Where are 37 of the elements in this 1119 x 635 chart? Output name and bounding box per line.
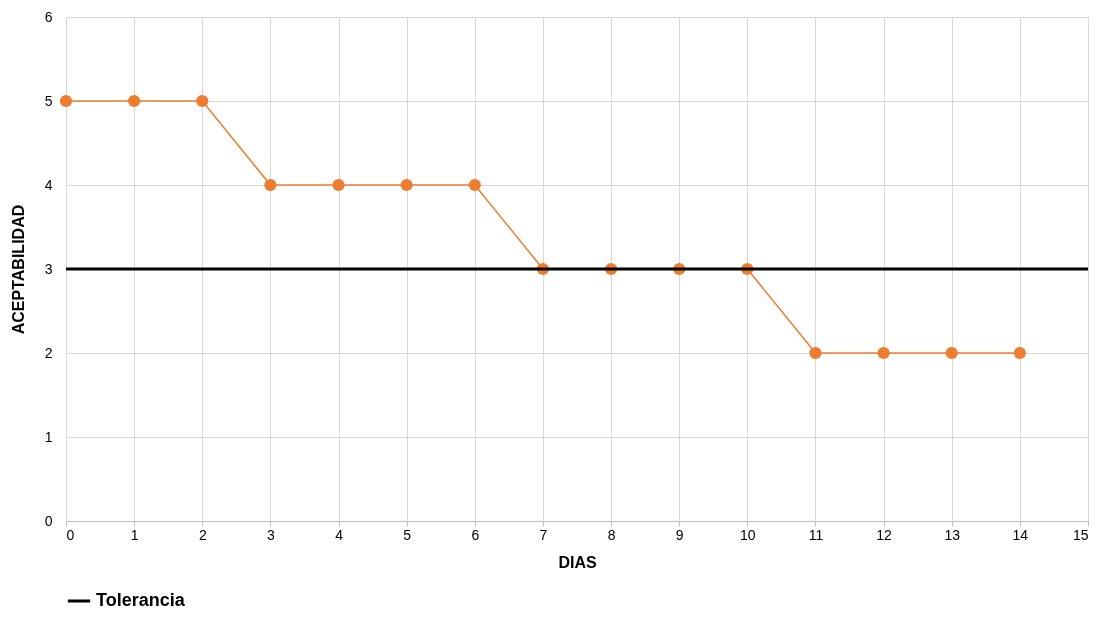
point (877, 346, 890, 360)
y-tick-label: 5 (44, 92, 53, 109)
point (196, 94, 209, 108)
x-tick-label: 1 (130, 526, 139, 543)
y-tick-label: 3 (44, 260, 53, 277)
x-tick-label: 2 (198, 526, 207, 543)
point (264, 178, 277, 192)
y-tick-label: 0 (44, 512, 53, 529)
y-tick-label: 6 (44, 8, 53, 25)
y-tick-label: 1 (44, 428, 53, 445)
y-tick-label: 4 (44, 176, 53, 193)
x-tick-label: 14 (1012, 526, 1029, 543)
x-tick-label: 4 (335, 526, 344, 543)
point (59, 94, 73, 108)
x-tick-label: 11 (808, 526, 824, 543)
x-tick-label: 3 (267, 526, 275, 543)
x-tick-label: 12 (876, 526, 893, 543)
point (809, 346, 822, 360)
y-axis-title: ACEPTABILIDAD (9, 204, 27, 335)
x-tick-label: 8 (607, 526, 616, 543)
point (1013, 346, 1026, 360)
point (128, 94, 141, 108)
x-tick-label: 13 (944, 526, 961, 543)
x-axis-title: DIAS (558, 553, 597, 571)
legend-label: Tolerancia (96, 590, 186, 610)
x-tick-label: 15 (1072, 526, 1089, 543)
point (468, 178, 481, 192)
y-tick-label: 2 (44, 344, 53, 361)
x-tick-label: 6 (471, 526, 480, 543)
point (945, 346, 958, 360)
x-tick-label: 9 (675, 526, 684, 543)
x-tick-label: 0 (66, 526, 75, 543)
x-tick-label: 5 (403, 526, 412, 543)
point (400, 178, 413, 192)
x-tick-label: 10 (740, 526, 756, 543)
x-tick-label: 7 (539, 526, 548, 543)
point (332, 178, 345, 192)
